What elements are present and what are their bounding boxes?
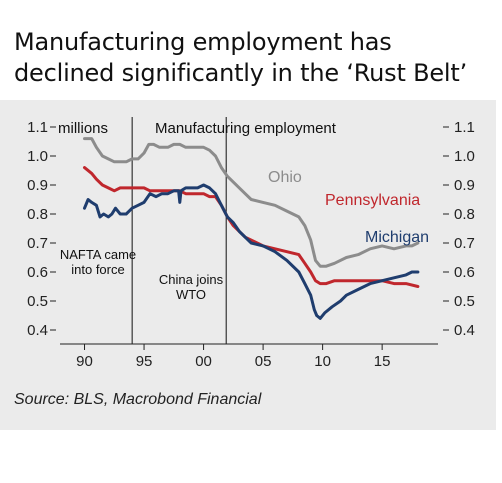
series-line-ohio [83,137,420,268]
x-tick-label: 10 [314,353,331,370]
y-tick-label-right: 0.4 [454,322,475,339]
x-tick-label: 05 [255,353,272,370]
source-note: Source: BLS, Macrobond Financial [14,391,262,408]
series-label-pennsylvania: Pennsylvania [325,192,420,209]
y-tick-label-right: 0.9 [454,177,475,194]
event-labels: NAFTA came into force China joins WTO [60,247,224,302]
y-tick-label-left: 1.0 [27,148,48,165]
series-layer [83,137,420,320]
y-tick-label-right: 0.7 [454,235,475,252]
chart-figure: Manufacturing employment has declined si… [0,28,496,483]
y-axis-right: 0.4 0.5 0.6 0.7 0.8 0.9 1.0 1.1 [443,119,475,339]
series-label-ohio: Ohio [268,169,302,186]
y-tick-label-left: 1.1 [27,119,48,136]
y-tick-label-left: 0.6 [27,264,48,281]
series-labels: Ohio Pennsylvania Michigan [268,169,429,246]
x-tick-label: 15 [374,353,391,370]
y-tick-label-left: 0.7 [27,235,48,252]
x-axis: 90 95 00 05 10 15 [60,343,438,370]
event-label-2: China joins WTO [159,272,224,302]
x-tick-label: 95 [136,353,153,370]
y-tick-label-right: 1.0 [454,148,475,165]
series-label-michigan: Michigan [365,229,429,246]
event-lines [131,117,227,344]
x-tick-label: 00 [195,353,212,370]
y-tick-label-left: 0.4 [27,322,48,339]
chart-subtitle: Manufacturing employment [155,120,337,137]
chart-title: Manufacturing employment has declined si… [14,28,468,87]
y-tick-label-left: 0.5 [27,293,48,310]
chart-panel: 0.4 0.5 0.6 0.7 0.8 0.9 1.0 1.1 0.4 0.5 0.6 0.7 0.8… [0,100,496,483]
line-chart: 0.4 0.5 0.6 0.7 0.8 0.9 1.0 1.1 0.4 0.5 0.6 0.7 0.8… [27,117,475,370]
y-axis-left: 0.4 0.5 0.6 0.7 0.8 0.9 1.0 1.1 [27,119,56,339]
y-tick-label-right: 0.6 [454,264,475,281]
series-line-pennsylvania [83,166,420,288]
y-tick-label-right: 1.1 [454,119,475,136]
y-tick-label-right: 0.5 [454,293,475,310]
y-tick-label-left: 0.8 [27,206,48,223]
event-label-1: NAFTA came into force [60,247,136,277]
y-axis-label: millions [58,120,108,137]
series-line-michigan [83,183,420,320]
y-tick-label-left: 0.9 [27,177,48,194]
x-tick-label: 90 [76,353,93,370]
y-tick-label-right: 0.8 [454,206,475,223]
